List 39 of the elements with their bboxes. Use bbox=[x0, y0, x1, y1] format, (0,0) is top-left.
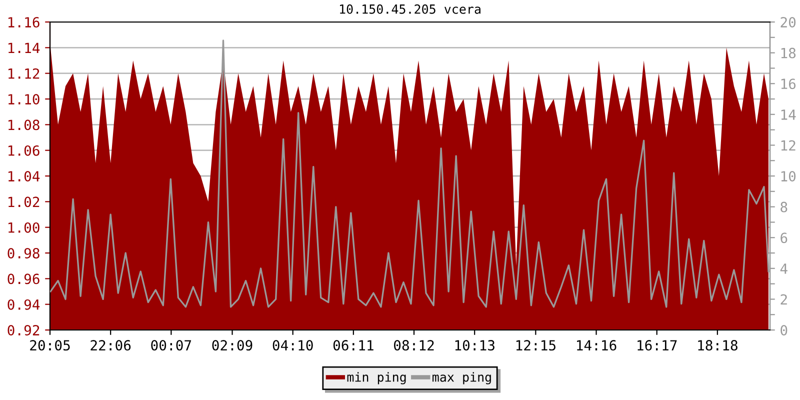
y2-tick-label: 14 bbox=[781, 110, 796, 120]
y-tick-label: 1.10 bbox=[8, 94, 40, 105]
x-tick-label: 08:12 bbox=[394, 340, 434, 351]
y-tick-label: 0.96 bbox=[8, 274, 40, 284]
y-tick-label: 0.94 bbox=[8, 299, 40, 310]
x-tick-label: 04:10 bbox=[272, 340, 313, 351]
y2-tick-label: 10 bbox=[781, 171, 796, 182]
x-tick-label: 14:16 bbox=[577, 340, 616, 351]
y-tick-label: 1.06 bbox=[8, 145, 40, 156]
y2-tick-label: 16 bbox=[781, 78, 796, 90]
y2-tick-label: 8 bbox=[780, 202, 788, 212]
y-tick-label: 1.12 bbox=[8, 68, 40, 79]
y-tick-label: 0.92 bbox=[8, 325, 40, 336]
x-tick-label: 12:15 bbox=[516, 340, 556, 351]
y-tick-label: 0.98 bbox=[8, 248, 40, 259]
y-tick-label: 1.16 bbox=[8, 17, 40, 28]
y2-tick-label: 12 bbox=[781, 140, 796, 151]
y2-tick-label: 6 bbox=[780, 232, 788, 244]
chart-title: 10.150.45.205 vcera bbox=[340, 4, 480, 14]
y2-tick-label: 2 bbox=[780, 294, 787, 305]
x-tick-label: 20:05 bbox=[30, 340, 70, 351]
y2-tick-label: 20 bbox=[780, 17, 796, 28]
x-tick-label: 00:07 bbox=[151, 340, 192, 351]
y-tick-label: 1.02 bbox=[8, 196, 40, 208]
y-tick-label: 1.08 bbox=[8, 120, 40, 130]
legend-label: max ping bbox=[432, 372, 491, 384]
x-tick-label: 22:06 bbox=[90, 340, 131, 351]
y2-tick-label: 18 bbox=[781, 48, 796, 58]
y-tick-label: 1.14 bbox=[8, 42, 40, 53]
x-tick-label: 18:18 bbox=[698, 340, 738, 351]
legend-label: min ping bbox=[347, 372, 406, 384]
x-tick-label: 02:09 bbox=[212, 340, 252, 351]
y-tick-label: 1.00 bbox=[8, 222, 40, 233]
x-tick-label: 10:13 bbox=[455, 340, 494, 351]
x-tick-label: 16:17 bbox=[638, 340, 677, 351]
x-tick-label: 06:11 bbox=[333, 340, 374, 351]
y2-tick-label: 0 bbox=[780, 325, 788, 336]
y-tick-label: 1.04 bbox=[8, 171, 40, 182]
y2-tick-label: 4 bbox=[780, 264, 788, 274]
